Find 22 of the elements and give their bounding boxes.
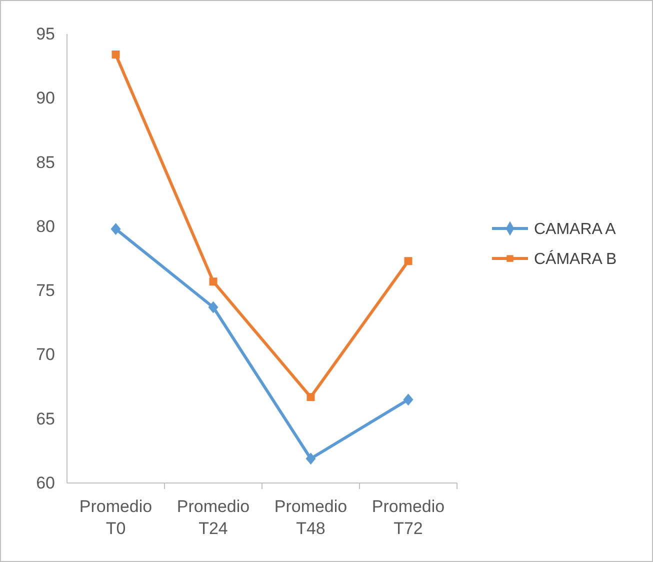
point [404,257,412,266]
y-tick-label: 70 [36,345,55,364]
point [306,393,315,402]
y-tick-label: 95 [36,24,55,44]
x-tick-label: Promedio T72 [372,497,445,538]
y-tick-label: 85 [36,152,55,172]
y-tick-label: 90 [36,88,55,108]
point [209,278,218,286]
y-tick-label: 75 [36,281,55,300]
y-tick-label: 60 [36,474,55,492]
legend-label: CÁMARA B [534,250,617,268]
x-tick-label: Promedio T48 [274,497,348,538]
point [112,50,120,59]
legend-label: CAMARA A [534,221,616,238]
y-tick-label: 80 [36,216,55,236]
point [403,394,414,406]
point [110,222,121,235]
x-tick-label: Promedio T0 [79,497,152,538]
x-tick-label: Promedio T24 [176,497,250,538]
point [306,452,316,465]
y-tick-label: 65 [36,409,55,428]
point [208,301,218,314]
